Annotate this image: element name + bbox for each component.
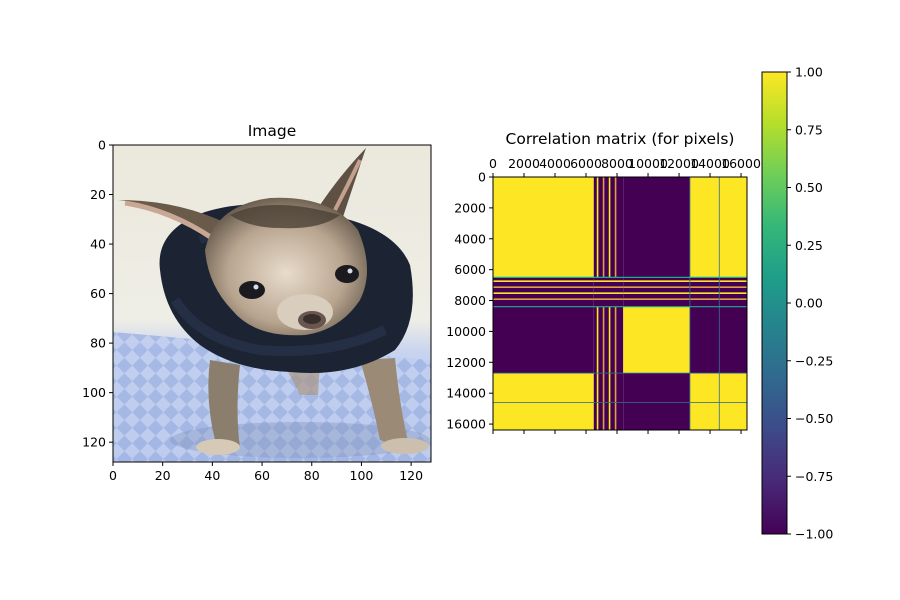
correlation-y-tick-label: 16000 [446, 417, 486, 432]
correlation-y-tick-label: 4000 [454, 231, 486, 246]
heatmap-block [719, 402, 747, 430]
heatmap-block [493, 402, 594, 430]
colorbar-tick-label: 0.50 [795, 180, 823, 195]
heatmap-stripe-band [623, 277, 690, 307]
correlation-y-tick-label: 10000 [446, 324, 486, 339]
image-y-tick-label: 60 [90, 286, 106, 301]
colorbar-tick-label: 0.00 [795, 296, 823, 311]
colorbar-tick-label: 1.00 [795, 65, 823, 80]
image-y-tick-label: 40 [90, 237, 106, 252]
correlation-y-ticks: 0 2000 4000 6000 8000 10000 12000 14000 16000 [446, 170, 493, 432]
correlation-x-tick-label: 16000 [721, 156, 761, 171]
correlation-y-tick-label: 14000 [446, 386, 486, 401]
correlation-x-tick-label: 0 [489, 156, 497, 171]
image-x-tick-label: 80 [304, 468, 320, 483]
image-y-tick-label: 100 [82, 385, 106, 400]
correlation-heatmap [493, 177, 747, 430]
heatmap-block [623, 177, 690, 278]
heatmap-block [689, 177, 720, 278]
heatmap-stripe-band [593, 306, 624, 374]
correlation-x-tick-label: 2000 [508, 156, 540, 171]
correlation-x-tick-label: 12000 [659, 156, 699, 171]
image-y-tick-label: 0 [98, 138, 106, 153]
heatmap-stripe-band [593, 402, 624, 430]
correlation-y-tick-label: 12000 [446, 355, 486, 370]
heatmap-block [493, 306, 594, 374]
image-x-tick-label: 0 [109, 468, 117, 483]
heatmap-stripe-band [593, 177, 624, 278]
image-title: Image [248, 122, 297, 140]
correlation-x-tick-label: 10000 [628, 156, 668, 171]
image-panel: Image [82, 122, 432, 483]
image-x-ticks: 0 20 40 60 80 100 120 [109, 462, 423, 483]
dog-photo [113, 145, 431, 462]
heatmap-block [623, 402, 690, 430]
heatmap-stripe-band [593, 277, 624, 307]
correlation-y-tick-label: 6000 [454, 262, 486, 277]
correlation-y-tick-label: 0 [478, 170, 486, 185]
correlation-x-tick-label: 4000 [539, 156, 571, 171]
heatmap-stripe-band [593, 373, 624, 403]
heatmap-block [689, 373, 720, 403]
heatmap-block [689, 402, 720, 430]
heatmap-stripe-band [689, 277, 720, 307]
heatmap-block [719, 373, 747, 403]
heatmap-stripe-band [719, 277, 747, 307]
heatmap-block [689, 306, 720, 374]
image-y-tick-label: 80 [90, 336, 106, 351]
correlation-y-tick-label: 2000 [454, 200, 486, 215]
heatmap-stripe-band [493, 277, 594, 307]
heatmap-block [719, 306, 747, 374]
image-x-tick-label: 20 [155, 468, 171, 483]
colorbar-tick-label: −0.75 [795, 469, 833, 484]
colorbar-tick-label: −0.25 [795, 353, 833, 368]
heatmap-block [623, 373, 690, 403]
image-x-tick-label: 100 [350, 468, 374, 483]
colorbar-tick-label: −0.50 [795, 411, 833, 426]
image-x-tick-label: 60 [254, 468, 270, 483]
correlation-x-tick-label: 6000 [570, 156, 602, 171]
correlation-x-tick-label: 14000 [690, 156, 730, 171]
image-y-tick-label: 120 [82, 435, 106, 450]
colorbar-ticks: 1.00 0.75 0.50 0.25 0.00 −0.25 −0.50 −0.75 −1.00 [787, 65, 833, 542]
image-x-tick-label: 40 [204, 468, 220, 483]
heatmap-block [493, 373, 594, 403]
colorbar-tick-label: −1.00 [795, 527, 833, 542]
image-y-ticks: 0 20 40 60 80 100 120 [82, 138, 113, 450]
colorbar-tick-label: 0.25 [795, 238, 823, 253]
correlation-title: Correlation matrix (for pixels) [506, 130, 735, 148]
heatmap-block [719, 177, 747, 278]
image-y-tick-label: 20 [90, 187, 106, 202]
correlation-panel: Correlation matrix (for pixels) 0 2000 400… [446, 130, 761, 434]
image-x-tick-label: 120 [399, 468, 423, 483]
correlation-x-tick-label: 8000 [601, 156, 633, 171]
correlation-y-tick-label: 8000 [454, 293, 486, 308]
heatmap-block [623, 306, 690, 374]
heatmap-block [493, 177, 594, 278]
colorbar-tick-label: 0.75 [795, 122, 823, 137]
colorbar: 1.00 0.75 0.50 0.25 0.00 −0.25 −0.50 −0.75 −1.00 [761, 65, 833, 542]
